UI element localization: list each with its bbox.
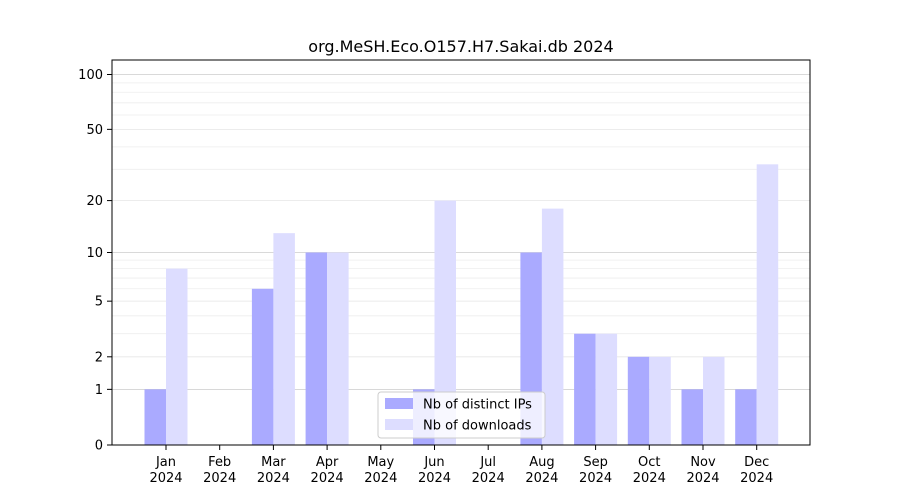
x-tick-label-month: Jul: [479, 455, 496, 470]
bar-distinct-ips-sep: [574, 333, 596, 445]
x-tick-label-year: 2024: [418, 471, 451, 486]
bar-downloads-jun: [434, 200, 456, 445]
y-axis: 0 1 2 5 10 20 50 100: [78, 68, 112, 454]
x-tick-label-month: Aug: [529, 455, 554, 470]
y-tick-label: 20: [86, 194, 103, 209]
x-axis: Jan2024Feb2024Mar2024Apr2024May2024Jun20…: [149, 445, 773, 486]
legend: Nb of distinct IPs Nb of downloads: [377, 391, 546, 439]
bar-downloads-mar: [273, 233, 295, 445]
x-tick-label-year: 2024: [686, 471, 719, 486]
x-tick-label-month: Sep: [583, 455, 608, 470]
x-tick-label-month: Jun: [423, 455, 444, 470]
bar-downloads-sep: [595, 333, 618, 445]
x-tick-label-month: Dec: [744, 455, 769, 470]
chart-title: org.MeSH.Eco.O157.H7.Sakai.db 2024: [308, 37, 613, 56]
bar-downloads-dec: [756, 164, 779, 445]
x-tick-label-year: 2024: [472, 471, 505, 486]
plot-frame: [111, 59, 811, 446]
bar-downloads-apr: [327, 252, 349, 445]
x-tick-label-month: Nov: [690, 455, 716, 470]
bar-distinct-ips-mar: [251, 288, 274, 445]
y-tick-label: 1: [95, 383, 103, 398]
x-tick-label-year: 2024: [149, 471, 182, 486]
legend-swatch: [385, 419, 413, 430]
x-tick-label-month: Oct: [638, 455, 660, 470]
bar-downloads-oct: [649, 356, 671, 445]
x-tick-label-month: Feb: [208, 455, 231, 470]
x-tick-label-year: 2024: [633, 471, 666, 486]
y-tick-label: 10: [86, 246, 103, 261]
x-tick-label-month: Apr: [316, 455, 339, 470]
bar-distinct-ips-jan: [144, 389, 166, 445]
bar-downloads-jan: [166, 268, 188, 445]
x-tick-label-month: Mar: [261, 455, 286, 470]
x-tick-label-year: 2024: [257, 471, 290, 486]
bars: [144, 164, 779, 445]
legend-label: Nb of downloads: [423, 419, 532, 434]
y-tick-label: 5: [95, 295, 103, 310]
x-tick-label-year: 2024: [579, 471, 612, 486]
bar-distinct-ips-nov: [681, 389, 703, 445]
x-tick-label-month: May: [367, 455, 394, 470]
y-tick-label: 100: [78, 68, 103, 83]
bar-distinct-ips-oct: [627, 356, 650, 445]
x-tick-label-year: 2024: [311, 471, 344, 486]
bar-downloads-aug: [541, 208, 564, 445]
y-tick-label: 50: [86, 123, 103, 138]
bar-distinct-ips-dec: [735, 389, 757, 445]
legend-box: [377, 391, 546, 439]
legend-swatch: [385, 398, 413, 409]
bar-downloads-nov: [703, 356, 725, 445]
x-tick-label-year: 2024: [203, 471, 236, 486]
bar-distinct-ips-apr: [305, 252, 328, 445]
x-tick-label-year: 2024: [740, 471, 773, 486]
x-tick-label-year: 2024: [525, 471, 558, 486]
x-tick-label-month: Jan: [155, 455, 176, 470]
y-tick-label: 0: [95, 439, 103, 454]
legend-label: Nb of distinct IPs: [423, 398, 532, 413]
x-tick-label-year: 2024: [364, 471, 397, 486]
y-tick-label: 2: [95, 350, 103, 365]
